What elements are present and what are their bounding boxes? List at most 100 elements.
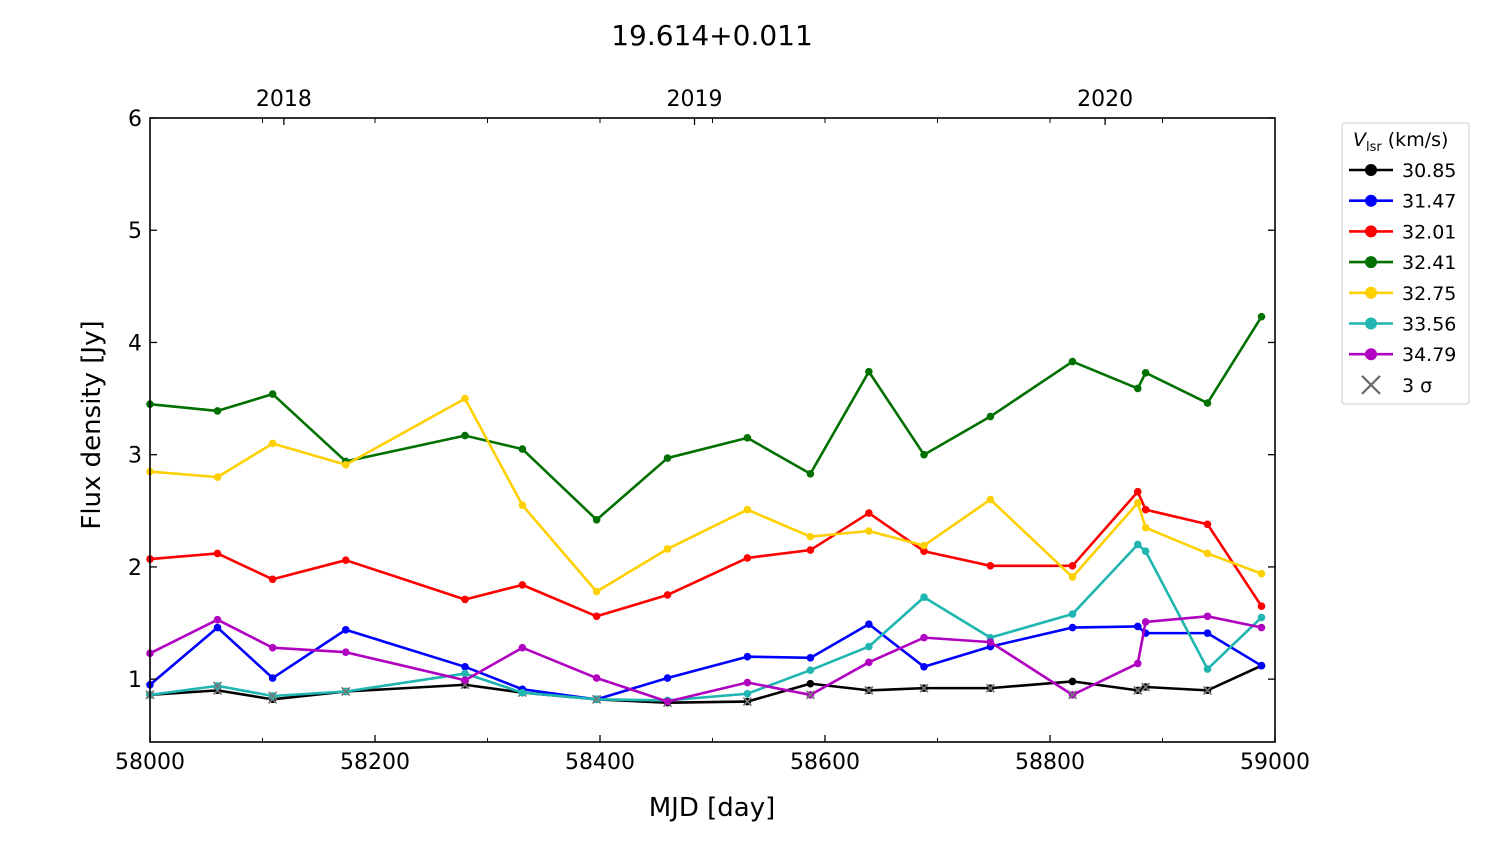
x-tick-label: 58200	[340, 750, 410, 775]
legend-item-33.56: 33.56	[1349, 314, 1456, 336]
x-tick-label: 58000	[115, 750, 185, 775]
data-point	[1068, 561, 1077, 570]
series-line	[149, 622, 1263, 701]
data-point	[743, 505, 752, 514]
data-point	[341, 648, 350, 657]
data-point	[1203, 520, 1212, 529]
top-tick-label: 2018	[256, 87, 312, 112]
three-sigma-marker	[742, 697, 752, 707]
top-tick-label: 2019	[667, 87, 723, 112]
data-point	[920, 450, 928, 459]
data-point	[213, 623, 222, 632]
data-point	[341, 556, 350, 564]
data-point	[592, 587, 601, 596]
data-point	[806, 666, 815, 674]
data-point	[268, 575, 277, 584]
data-point	[1141, 618, 1150, 626]
data-point	[1257, 613, 1266, 622]
data-point	[213, 473, 222, 481]
legend: Vlsr (km/s) 30.85 31.47 32.01 32.41 32.75 33.…	[1341, 122, 1470, 405]
data-point	[986, 561, 995, 570]
three-sigma-marker	[1133, 685, 1143, 695]
legend-item-31.47: 31.47	[1349, 191, 1456, 213]
data-point	[663, 591, 672, 599]
data-point	[1203, 549, 1212, 558]
data-point	[865, 658, 873, 667]
legend-box	[1341, 122, 1470, 405]
data-point	[1203, 629, 1212, 637]
y-axis-label: Flux density [Jy]	[77, 320, 107, 529]
series-line	[149, 397, 1262, 593]
data-point	[341, 460, 350, 469]
y-tick-label: 2	[128, 556, 142, 581]
data-point	[1141, 368, 1150, 377]
legend-item-30.85: 30.85	[1349, 160, 1456, 182]
data-point	[743, 652, 752, 661]
data-point	[1133, 622, 1142, 631]
data-point	[1203, 665, 1212, 673]
data-point	[743, 554, 752, 562]
legend-label: 30.85	[1402, 160, 1456, 182]
data-point	[920, 547, 928, 556]
data-point	[1133, 384, 1142, 393]
data-point	[518, 688, 527, 697]
series-32.41	[146, 312, 1266, 524]
data-point	[1257, 569, 1266, 578]
data-point	[1257, 661, 1266, 670]
data-point	[1068, 610, 1077, 618]
data-point	[806, 654, 815, 662]
data-point	[920, 593, 928, 602]
data-point	[920, 541, 928, 550]
x-tick-label: 58800	[1015, 750, 1085, 775]
plot-area	[145, 312, 1266, 708]
three-sigma-marker	[592, 694, 602, 704]
data-point	[1133, 540, 1142, 549]
data-point	[1141, 547, 1150, 556]
series-32.01	[146, 487, 1266, 621]
three-sigma-marker	[1202, 685, 1213, 695]
data-point	[1203, 399, 1212, 407]
data-point	[865, 527, 873, 535]
legend-marker	[1365, 286, 1377, 299]
data-point	[663, 454, 672, 462]
legend-item-32.75: 32.75	[1349, 283, 1456, 305]
series-32.75	[146, 394, 1266, 596]
three-sigma-marker	[919, 683, 929, 693]
series-line	[149, 615, 1262, 703]
data-point	[213, 615, 222, 624]
data-point	[213, 549, 222, 558]
series-line	[149, 315, 1263, 522]
y-tick-label: 3	[128, 444, 142, 469]
x-tick-label: 58400	[565, 750, 635, 775]
legend-label: 34.79	[1402, 344, 1456, 366]
data-point	[865, 509, 873, 517]
x-tick-label: 58600	[790, 750, 860, 775]
data-point	[268, 643, 277, 652]
three-sigma-marker	[212, 681, 223, 691]
data-point	[1133, 487, 1142, 496]
data-point	[1133, 659, 1142, 668]
data-point	[1133, 499, 1142, 507]
data-point	[461, 394, 469, 403]
data-point	[986, 412, 995, 421]
data-point	[1257, 623, 1266, 632]
y-tick-label: 6	[128, 107, 142, 132]
legend-label: 3 σ	[1402, 375, 1432, 397]
data-point	[663, 697, 672, 706]
legend-title: Vlsr (km/s)	[1353, 129, 1448, 155]
series-34.79	[146, 612, 1266, 706]
legend-marker	[1365, 225, 1377, 238]
three-sigma-marker	[985, 683, 995, 693]
axis-ticks: 58000 58200 58400 58600 58800 59000 1 2 3 4 5 6 2018…	[115, 87, 1310, 775]
legend-label: 31.47	[1402, 191, 1456, 213]
data-point	[461, 595, 469, 604]
data-point	[461, 431, 469, 440]
data-point	[461, 663, 469, 671]
legend-item-32.41: 32.41	[1349, 252, 1456, 274]
legend-marker	[1365, 317, 1377, 330]
data-point	[1203, 612, 1212, 621]
legend-item-32.01: 32.01	[1349, 221, 1456, 243]
data-point	[1257, 312, 1266, 321]
top-tick-label: 2020	[1077, 87, 1133, 112]
data-point	[806, 679, 815, 688]
